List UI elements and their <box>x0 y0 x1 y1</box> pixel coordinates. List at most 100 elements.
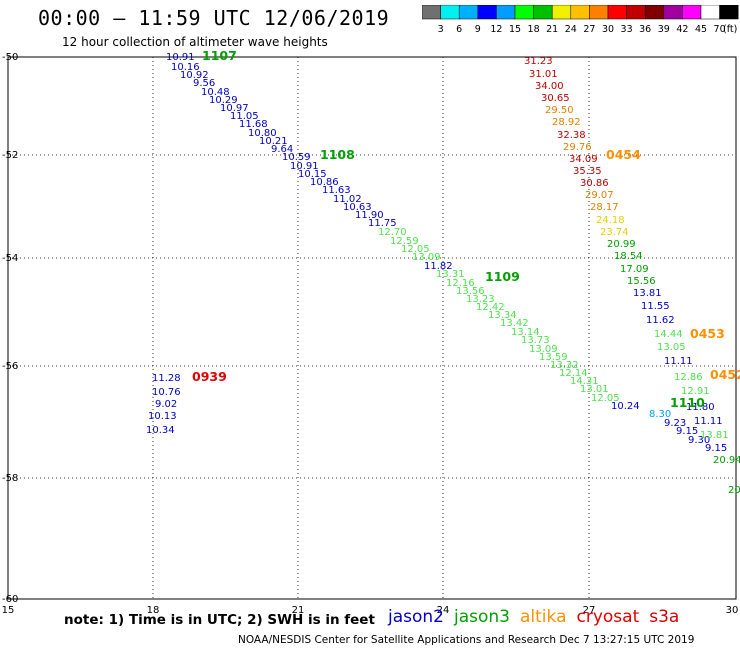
wave-height-label: 34.00 <box>535 81 564 92</box>
wave-height-label: 12.05 <box>591 393 620 404</box>
colorbar-tick-label: (ft) <box>723 24 737 35</box>
wave-height-label: 11.11 <box>664 356 693 367</box>
page-title: 00:00 – 11:59 UTC 12/06/2019 <box>38 6 390 30</box>
pass-number-label: 1110 <box>670 395 705 410</box>
wave-height-label: 32.38 <box>557 130 586 141</box>
colorbar-swatch <box>719 5 739 20</box>
wave-height-label: 10.86 <box>310 177 339 188</box>
legend-entry-s3a: s3a <box>649 607 680 627</box>
page-subtitle: 12 hour collection of altimeter wave hei… <box>62 35 328 49</box>
wave-height-label: 20.99 <box>607 239 636 250</box>
wave-height-label: 28.17 <box>590 202 619 213</box>
wave-height-label: 29.50 <box>545 105 574 116</box>
wave-height-label: 13.23 <box>466 294 495 305</box>
wave-height-label: 10.15 <box>298 169 327 180</box>
wave-height-label: 13.09 <box>412 252 441 263</box>
x-tick-label: 21 <box>292 605 305 616</box>
wave-height-label: 24.18 <box>596 215 625 226</box>
x-tick-label: 24 <box>437 605 450 616</box>
wave-height-label: 8.30 <box>649 409 672 420</box>
y-tick-label: -60 <box>2 594 18 605</box>
colorbar-tick-label: 9 <box>475 24 481 35</box>
colorbar-tick-label: 15 <box>509 24 521 35</box>
pass-number-label: 1109 <box>485 269 520 284</box>
legend-entry-jason2: jason2 <box>388 607 444 627</box>
y-tick-label: -54 <box>2 253 18 264</box>
wave-height-label: 13.14 <box>511 327 540 338</box>
wave-height-label: 23.74 <box>600 227 629 238</box>
wave-height-label: 9.15 <box>676 426 699 437</box>
wave-height-label: 10.16 <box>171 62 200 73</box>
wave-height-label: 11.02 <box>333 194 362 205</box>
colorbar-tick-label: 12 <box>490 24 502 35</box>
wave-height-label: 13.56 <box>456 286 485 297</box>
colorbar-tick-label: 24 <box>565 24 577 35</box>
wave-height-label: 28.92 <box>552 117 581 128</box>
pass-number-label: 1107 <box>202 48 237 63</box>
wave-height-label: 10.34 <box>146 425 175 436</box>
colorbar-tick-label: 18 <box>528 24 540 35</box>
wave-height-label: 30.86 <box>580 178 609 189</box>
wave-height-label: 9.30 <box>688 435 711 446</box>
wave-height-label: 9.15 <box>705 443 728 454</box>
colorbar-tick-label: 21 <box>546 24 558 35</box>
wave-height-label: 13.81 <box>633 288 662 299</box>
wave-height-label: 11.80 <box>686 402 715 413</box>
wave-height-label: 10.13 <box>148 411 177 422</box>
wave-height-label: 11.05 <box>230 111 259 122</box>
wave-height-label: 11.62 <box>646 315 675 326</box>
wave-height-label: 11.75 <box>368 218 397 229</box>
wave-height-label: 10.97 <box>220 103 249 114</box>
wave-height-label: 12.86 <box>674 372 703 383</box>
colorbar-tick-label: 70 <box>714 24 726 35</box>
colorbar-tick-label: 6 <box>456 24 462 35</box>
colorbar-tick-label: 39 <box>658 24 670 35</box>
wave-height-label: 10.76 <box>152 387 181 398</box>
wave-height-label: 10.63 <box>343 202 372 213</box>
legend-entry-jason3: jason3 <box>454 607 510 627</box>
footer-note: note: 1) Time is in UTC; 2) SWH is in fe… <box>64 612 375 628</box>
pass-number-label: 0939 <box>192 369 227 384</box>
wave-height-label: 31.01 <box>529 69 558 80</box>
wave-height-label: 11.68 <box>239 119 268 130</box>
pass-number-label: 1108 <box>320 147 355 162</box>
y-tick-label: -50 <box>2 52 18 63</box>
wave-height-label: 13.73 <box>521 335 550 346</box>
wave-height-label: 12.14 <box>559 368 588 379</box>
wave-height-label: 12.59 <box>390 236 419 247</box>
x-tick-label: 30 <box>726 605 739 616</box>
wave-height-label: 11.55 <box>641 301 670 312</box>
color-scale-bar: 3 6 9 12 15 18 21 24 27 30 33 36 39 42 45 70(ft) <box>422 5 739 35</box>
wave-height-label: 14.31 <box>570 376 599 387</box>
wave-height-label: 10.24 <box>611 401 640 412</box>
wave-height-label: 13.42 <box>500 318 529 329</box>
wave-height-label: 10.91 <box>166 52 195 63</box>
pass-number-label: 0453 <box>690 326 725 341</box>
wave-height-label: 29.76 <box>563 142 592 153</box>
pass-number-label: 0452 <box>710 367 740 382</box>
wave-height-label: 13.31 <box>436 269 465 280</box>
wave-height-label: 13.05 <box>657 342 686 353</box>
colorbar-tick-label: 33 <box>621 24 633 35</box>
wave-height-label: 9.64 <box>271 144 294 155</box>
wave-height-label: 35.35 <box>573 166 602 177</box>
wave-height-label: 17.09 <box>620 264 649 275</box>
wave-height-label: 13.01 <box>580 384 609 395</box>
colorbar-tick-label: 30 <box>602 24 614 35</box>
wave-height-label: 15.56 <box>627 276 656 287</box>
wave-height-label: 9.56 <box>193 78 216 89</box>
wave-height-label: 11.63 <box>322 185 351 196</box>
wave-height-label: 29.07 <box>585 190 614 201</box>
wave-height-label: 11.28 <box>152 373 181 384</box>
wave-height-label: 11.11 <box>694 416 723 427</box>
x-tick-label: 27 <box>583 605 596 616</box>
wave-height-label: 13.09 <box>529 344 558 355</box>
wave-height-label: 11.90 <box>355 210 384 221</box>
wave-height-label: 13.81 <box>700 430 729 441</box>
wave-height-label: 31.23 <box>524 56 553 67</box>
x-tick-label: 18 <box>147 605 160 616</box>
colorbar-tick-label: 3 <box>438 24 444 35</box>
wave-height-label: 12.16 <box>446 278 475 289</box>
wave-height-label: 9.02 <box>155 399 178 410</box>
